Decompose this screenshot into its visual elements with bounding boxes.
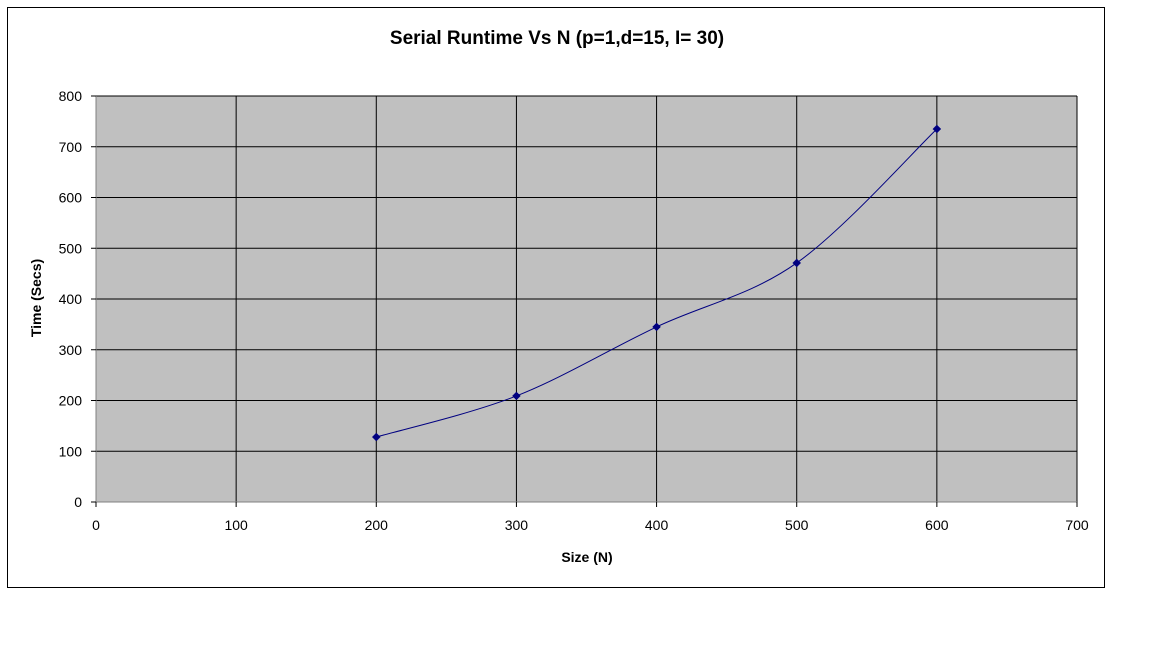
- y-tick-label: 600: [59, 190, 83, 206]
- y-tick-label: 300: [59, 342, 83, 358]
- y-tick-label: 500: [59, 240, 83, 256]
- x-tick-label: 500: [785, 517, 809, 533]
- y-tick-label: 100: [59, 443, 83, 459]
- y-tick-label: 200: [59, 393, 83, 409]
- x-tick-label: 600: [925, 517, 949, 533]
- data-point: [512, 391, 521, 401]
- x-tick-label: 200: [365, 517, 389, 533]
- y-tick-label: 400: [59, 291, 83, 307]
- x-tick-label: 0: [92, 517, 100, 533]
- x-tick-label: 300: [505, 517, 529, 533]
- y-tick-label: 0: [74, 494, 82, 510]
- x-tick-label: 400: [645, 517, 669, 533]
- chart-title: Serial Runtime Vs N (p=1,d=15, I= 30): [390, 28, 724, 49]
- y-axis-label: Time (Secs): [28, 259, 44, 337]
- data-point: [371, 432, 381, 442]
- x-tick-label: 100: [224, 517, 248, 533]
- y-tick-label: 800: [59, 88, 83, 104]
- data-point: [932, 124, 942, 134]
- data-point: [792, 258, 802, 268]
- y-tick-label: 700: [59, 139, 83, 155]
- x-axis-label: Size (N): [561, 549, 612, 565]
- x-tick-label: 700: [1065, 517, 1089, 533]
- data-point: [652, 322, 661, 332]
